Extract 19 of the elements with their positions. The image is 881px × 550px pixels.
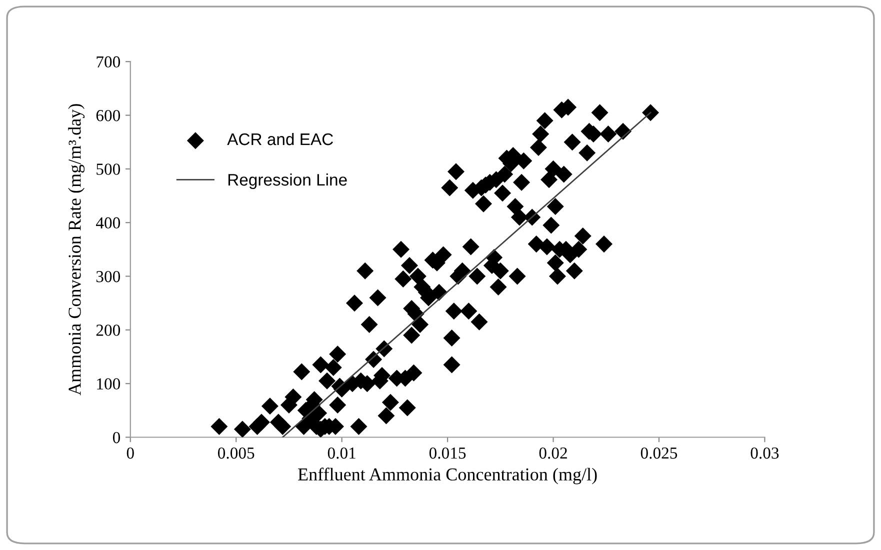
x-tick-label: 0.015 bbox=[429, 447, 466, 459]
x-axis-title: Enffluent Ammonia Concentration (mg/l) bbox=[298, 468, 597, 484]
y-tick-label: 200 bbox=[96, 324, 120, 336]
y-tick-label: 500 bbox=[96, 164, 120, 175]
x-tick-label: 0.02 bbox=[539, 447, 567, 459]
x-tick-label: 0 bbox=[126, 447, 134, 459]
x-tick-label: 0.03 bbox=[750, 447, 779, 459]
y-tick-label: 400 bbox=[96, 217, 120, 229]
y-tick-label: 700 bbox=[96, 56, 120, 68]
x-tick-label: 0.01 bbox=[328, 447, 356, 459]
y-tick-label: 300 bbox=[96, 270, 120, 282]
y-axis-title: Ammonia Conversion Rate (mg/m³.day) bbox=[68, 104, 85, 396]
y-tick-label: 100 bbox=[97, 378, 120, 390]
legend-label: Regression Line bbox=[228, 173, 347, 190]
x-tick-label: 0.005 bbox=[218, 447, 254, 459]
y-tick-label: 600 bbox=[96, 110, 120, 122]
y-tick-label: 0 bbox=[112, 432, 120, 444]
legend-label: ACR and EAC bbox=[227, 132, 333, 146]
x-tick-label: 0.025 bbox=[640, 447, 678, 459]
